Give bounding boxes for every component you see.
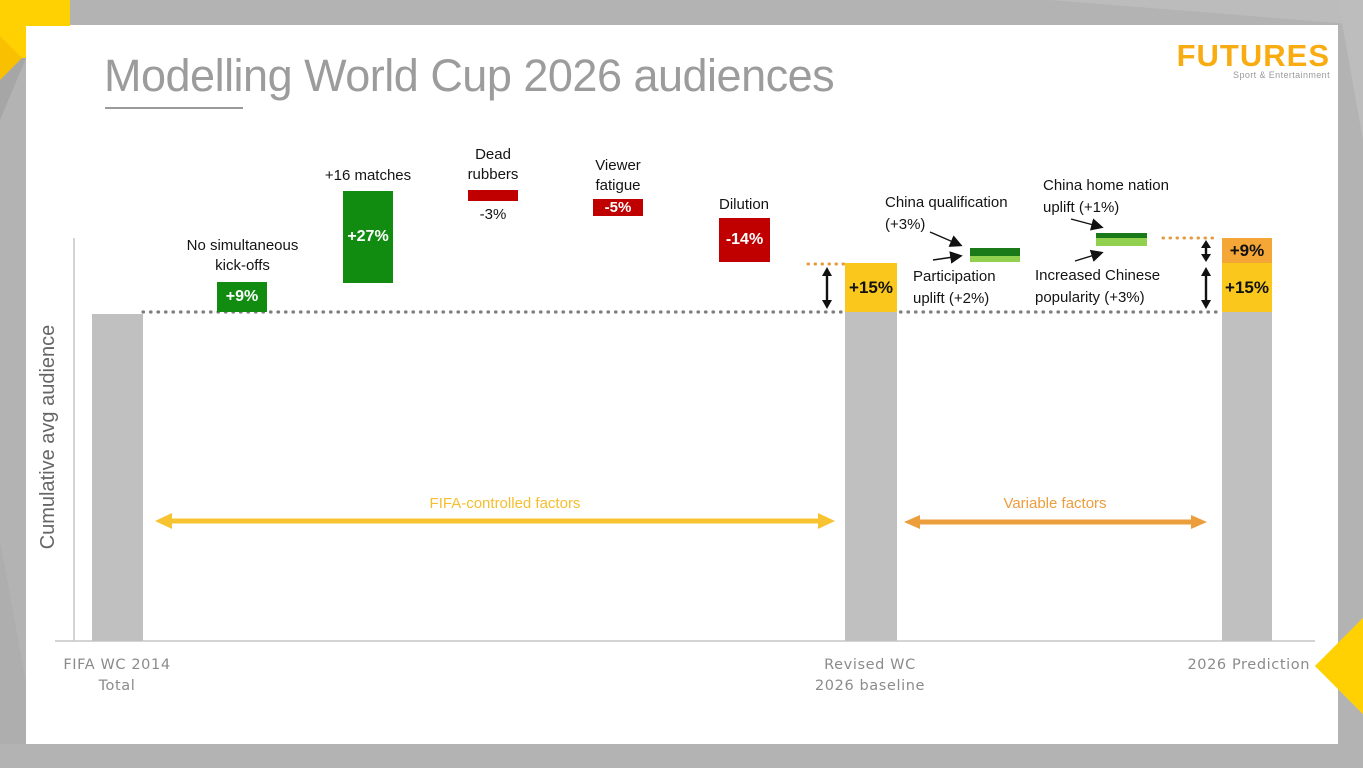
bar-segment-chinese-popularity — [1096, 238, 1147, 246]
label-line: China home nation — [1043, 177, 1169, 194]
label-line: popularity (+3%) — [1035, 289, 1145, 306]
fifa-factors-arrow — [155, 513, 835, 529]
logo-wordmark: FUTURES — [1176, 38, 1330, 73]
label-participation-uplift: Participation uplift (+2%) — [913, 266, 1073, 310]
x-label-fifa-wc-2014: FIFA WC 2014 Total — [42, 655, 192, 697]
bar-prediction-variable-9: +9% — [1222, 238, 1272, 263]
annotation-arrow-popularity — [1074, 249, 1104, 262]
label-line: (+3%) — [885, 216, 926, 233]
bar-value-baseline-uplift: +15% — [849, 277, 893, 297]
label-line: kick-offs — [215, 257, 270, 274]
variable-factors-arrow — [904, 515, 1207, 529]
x-label-2026-prediction: 2026 Prediction — [1187, 657, 1310, 673]
page-title: Modelling World Cup 2026 audiences — [104, 50, 835, 101]
label-dead-rubbers-value: -3% — [443, 205, 543, 225]
label-line: Total — [98, 678, 136, 694]
bar-fifa-wc-2014 — [92, 314, 143, 641]
label-line: China qualification — [885, 194, 1008, 211]
label-line: No simultaneous — [186, 237, 299, 254]
label-line: uplift (+1%) — [1043, 199, 1120, 216]
label-line: FIFA WC 2014 — [63, 657, 171, 673]
label-line: 2026 baseline — [814, 678, 926, 694]
bar-revised-baseline — [845, 312, 897, 641]
bar-value-prediction-var: +9% — [1229, 240, 1265, 260]
bar-value-dilution: -14% — [725, 231, 764, 248]
range-arrow-baseline — [822, 267, 832, 309]
label-line: Dilution — [718, 196, 770, 213]
bar-segment-china-qualification — [970, 248, 1020, 256]
label-dead-rubbers: Dead rubbers — [443, 145, 543, 185]
annotation-arrow-home-nation — [1070, 218, 1104, 231]
label-line: rubbers — [467, 166, 519, 183]
label-line: Dead — [475, 146, 511, 163]
label-china-home-nation: China home nation uplift (+1%) — [1043, 175, 1243, 219]
logo-tagline: Sport & Entertainment — [1233, 70, 1330, 80]
bar-china-qualification-participation — [970, 248, 1020, 262]
label-line: fatigue — [595, 177, 641, 194]
label-line: uplift (+2%) — [913, 290, 990, 307]
label-no-simultaneous-kickoffs: No simultaneous kick-offs — [160, 236, 325, 276]
annotation-arrow-participation — [932, 251, 963, 264]
x-label-revised-baseline: Revised WC 2026 baseline — [795, 655, 945, 697]
label-line: Revised WC — [824, 657, 916, 673]
bar-2026-prediction — [1222, 312, 1272, 641]
label-china-qualification: China qualification (+3%) — [885, 192, 1085, 236]
bar-viewer-fatigue: -5% — [593, 199, 643, 216]
range-arrow-prediction-9 — [1201, 240, 1211, 262]
label-line: -3% — [479, 206, 507, 223]
y-axis-label: Cumulative avg audience — [37, 324, 59, 550]
range-arrow-prediction-15 — [1201, 267, 1211, 309]
bar-dilution: -14% — [719, 218, 770, 262]
bar-value-matches: +27% — [347, 228, 389, 245]
label-viewer-fatigue: Viewer fatigue — [568, 156, 668, 196]
bar-value-kickoffs: +9% — [225, 288, 259, 305]
bar-dead-rubbers — [468, 190, 518, 201]
bar-segment-home-nation-uplift — [1096, 233, 1147, 238]
bar-prediction-baseline-15: +15% — [1222, 263, 1272, 312]
label-line: Increased Chinese — [1035, 267, 1161, 284]
label-fifa-controlled-factors: FIFA-controlled factors — [429, 495, 581, 512]
bar-16-matches: +27% — [343, 191, 393, 283]
label-16-matches: +16 matches — [293, 166, 443, 186]
futures-logo: FUTURES Sport & Entertainment — [1158, 38, 1330, 81]
bar-home-nation-popularity — [1096, 233, 1147, 246]
title-underline — [105, 107, 243, 109]
bar-baseline-uplift-15: +15% — [845, 263, 897, 312]
bar-segment-participation-uplift — [970, 256, 1020, 262]
label-variable-factors: Variable factors — [1003, 495, 1107, 512]
label-dilution: Dilution — [694, 195, 794, 215]
slide-background — [26, 25, 1338, 744]
label-line: Viewer — [595, 157, 641, 174]
label-line: +16 matches — [324, 167, 412, 184]
bar-value-prediction-base: +15% — [1225, 277, 1269, 297]
bar-value-fatigue: -5% — [604, 199, 632, 216]
annotation-arrow-china-qualification — [929, 231, 963, 247]
label-increased-popularity: Increased Chinese popularity (+3%) — [1035, 265, 1235, 309]
label-line: Participation — [913, 268, 996, 285]
bar-no-simultaneous-kickoffs: +9% — [217, 282, 267, 312]
